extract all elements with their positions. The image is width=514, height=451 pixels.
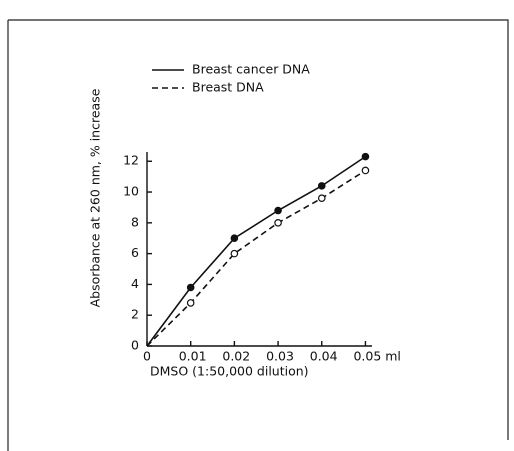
- y-axis-label: Absorbance at 260 nm, % increase: [88, 88, 103, 307]
- data-point: [274, 206, 282, 215]
- frame: [8, 19, 509, 440]
- data-point: [230, 234, 239, 243]
- x-tick-label: 0.03: [266, 349, 294, 364]
- series-line: [146, 155, 366, 347]
- data-point: [186, 283, 195, 292]
- data-point: [361, 166, 370, 175]
- data-point: [186, 299, 195, 307]
- x-axis-label: DMSO (1:50,000 dilution): [150, 364, 309, 379]
- legend-label: Breast cancer DNA: [192, 62, 310, 77]
- legend-label: Breast DNA: [192, 80, 264, 95]
- y-tick-label: 8: [131, 214, 139, 229]
- y-tick-label: 0: [131, 338, 139, 353]
- y-tick-label: 6: [131, 245, 139, 260]
- data-point: [274, 219, 282, 227]
- x-tick-label: 0.02: [222, 349, 250, 364]
- series-line: [146, 169, 366, 347]
- data-point: [317, 182, 326, 190]
- x-tick-label: 0.01: [179, 349, 207, 364]
- y-tick-label: 12: [123, 153, 139, 168]
- x-tick-label: 0: [143, 349, 151, 364]
- y-tick-label: 2: [131, 307, 139, 322]
- x-tick-label: 0.05 ml: [353, 349, 400, 364]
- x-tick-label: 0.04: [310, 349, 338, 364]
- data-point: [317, 194, 326, 202]
- data-point: [230, 249, 239, 258]
- y-tick-label: 10: [123, 184, 139, 199]
- data-point: [361, 152, 370, 161]
- y-tick-label: 4: [131, 276, 139, 291]
